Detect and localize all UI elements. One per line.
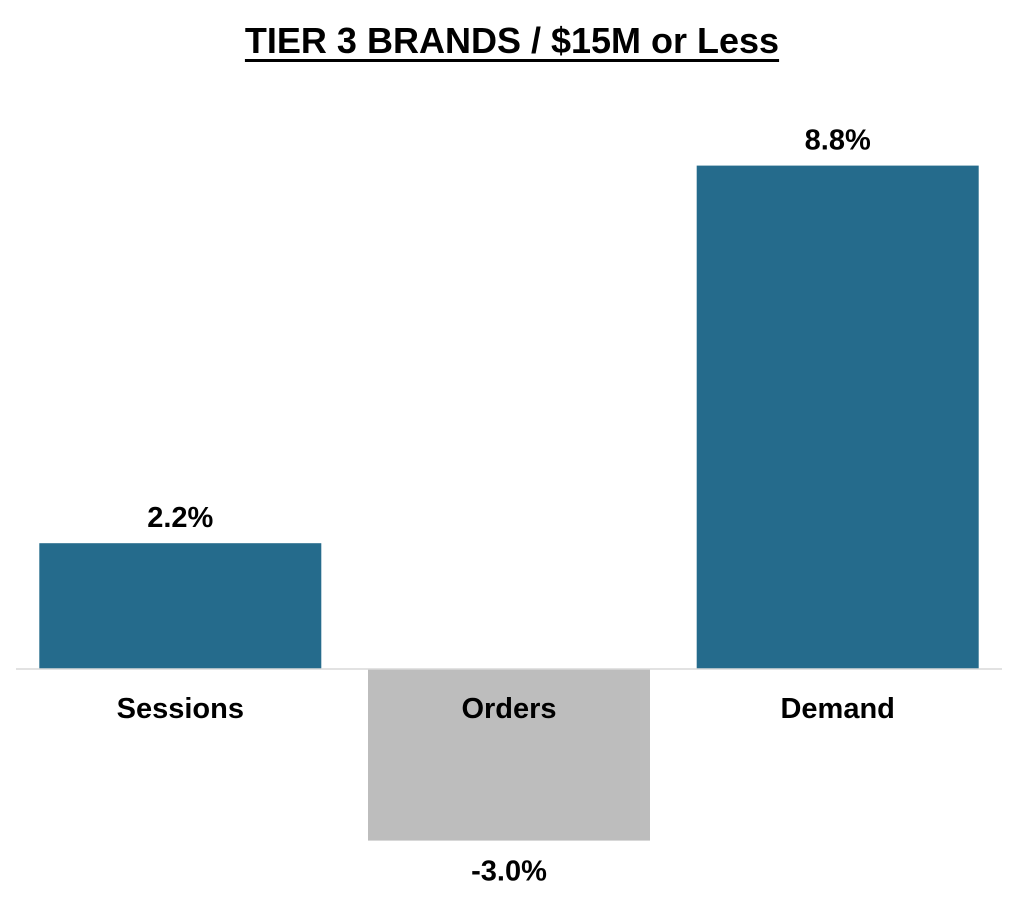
tick-label-sessions: Sessions [117, 693, 244, 725]
tick-label-demand: Demand [780, 693, 894, 725]
data-label-orders: -3.0% [471, 856, 547, 888]
bars-group [39, 165, 979, 841]
bar-sessions [39, 543, 322, 669]
bar-demand [696, 165, 979, 669]
tick-label-orders: Orders [461, 693, 556, 725]
data-label-demand: 8.8% [805, 125, 871, 157]
labels-group: 2.2% Sessions -3.0% Orders 8.8% Demand [117, 125, 895, 888]
bar-orders [368, 669, 650, 841]
chart-title: TIER 3 BRANDS / $15M or Less [244, 20, 780, 61]
data-label-sessions: 2.2% [147, 502, 213, 534]
